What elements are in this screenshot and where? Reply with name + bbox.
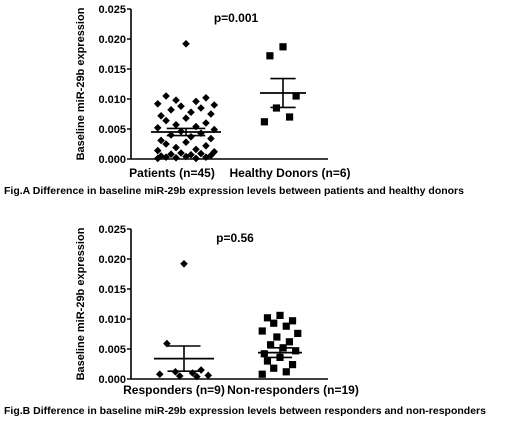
data-point-diamond	[210, 148, 219, 156]
data-point-square	[270, 364, 278, 372]
data-point-square	[260, 118, 269, 126]
y-tick-label: 0.005	[98, 344, 126, 356]
data-point-diamond	[167, 106, 175, 114]
data-point-diamond	[162, 140, 170, 148]
data-point-diamond	[210, 101, 219, 109]
p-value-label: p=0.56	[216, 231, 254, 245]
data-point-diamond	[172, 121, 180, 129]
data-point-square	[266, 52, 274, 60]
data-point-diamond	[155, 370, 164, 378]
data-point-diamond	[172, 96, 180, 104]
x-category-label: Healthy Donors (n=6)	[229, 166, 350, 180]
data-point-diamond	[175, 372, 184, 380]
data-point-diamond	[202, 153, 210, 161]
data-point-diamond	[153, 124, 162, 132]
y-tick-label: 0.005	[98, 124, 126, 136]
data-point-diamond	[162, 116, 170, 125]
y-tick-label: 0.020	[98, 34, 126, 46]
p-value-label: p=0.001	[214, 11, 259, 25]
data-point-diamond	[197, 104, 205, 112]
data-point-square	[288, 317, 297, 325]
y-tick-label: 0.020	[98, 254, 126, 266]
data-point-diamond	[197, 366, 205, 374]
y-tick-label: 0.010	[98, 94, 126, 106]
data-point-diamond	[187, 133, 195, 141]
data-point-diamond	[188, 369, 197, 377]
data-point-diamond	[202, 119, 210, 127]
data-point-square	[282, 322, 290, 330]
data-point-diamond	[180, 260, 188, 268]
data-point-diamond	[202, 142, 210, 150]
data-point-diamond	[204, 371, 213, 380]
y-tick-label: 0.025	[98, 4, 126, 16]
data-point-diamond	[192, 154, 200, 163]
data-point-diamond	[163, 339, 171, 348]
data-point-diamond	[210, 125, 219, 134]
data-point-square	[270, 319, 278, 327]
data-point-square	[292, 92, 300, 100]
data-point-diamond	[187, 108, 195, 116]
data-point-square	[276, 311, 284, 319]
data-point-square	[266, 341, 275, 349]
x-category-label: Patients (n=45)	[129, 166, 215, 180]
data-point-diamond	[197, 149, 205, 158]
data-point-square	[263, 357, 272, 365]
data-point-diamond	[192, 122, 200, 131]
data-point-diamond	[157, 136, 165, 145]
y-axis-label: Baseline miR-29b expression	[75, 7, 87, 160]
data-point-square	[258, 327, 266, 335]
data-point-square	[285, 338, 294, 346]
data-point-diamond	[193, 372, 201, 381]
figure-caption: Fig.A Difference in baseline miR-29b exp…	[4, 185, 464, 197]
figure-caption: Fig.B Difference in baseline miR-29b exp…	[4, 405, 486, 417]
y-tick-label: 0.025	[98, 224, 126, 236]
data-point-square	[292, 347, 300, 355]
data-point-diamond	[172, 143, 180, 152]
data-point-diamond	[177, 149, 185, 157]
y-tick-label: 0.000	[98, 374, 126, 386]
data-point-diamond	[172, 154, 180, 162]
y-tick-label: 0.015	[98, 64, 126, 76]
y-tick-label: 0.000	[98, 154, 126, 166]
data-point-diamond	[207, 134, 215, 143]
data-point-square	[288, 361, 297, 369]
data-point-diamond	[192, 145, 200, 154]
data-point-diamond	[182, 138, 190, 146]
data-point-square	[263, 314, 272, 322]
data-point-diamond	[197, 129, 205, 137]
data-point-diamond	[202, 94, 210, 102]
y-tick-label: 0.010	[98, 314, 126, 326]
data-point-square	[273, 333, 281, 341]
data-point-diamond	[207, 110, 215, 118]
data-point-diamond	[153, 100, 162, 108]
x-category-label: Non-responders (n=19)	[227, 383, 359, 397]
y-axis-label: Baseline miR-29b expression	[75, 227, 87, 380]
data-point-diamond	[177, 102, 185, 110]
data-point-diamond	[182, 40, 190, 48]
data-point-diamond	[153, 146, 162, 155]
data-point-diamond	[162, 92, 170, 100]
y-tick-label: 0.015	[98, 284, 126, 296]
data-point-diamond	[182, 152, 190, 161]
data-point-square	[258, 370, 266, 378]
x-category-label: Responders (n=9)	[123, 383, 225, 397]
data-point-diamond	[187, 151, 195, 159]
data-point-square	[282, 368, 290, 376]
data-point-diamond	[167, 150, 175, 158]
data-point-diamond	[192, 97, 200, 106]
data-point-square	[279, 43, 287, 51]
data-point-diamond	[162, 153, 170, 161]
data-point-diamond	[157, 112, 165, 120]
data-point-square	[285, 113, 294, 121]
data-point-square	[294, 329, 302, 337]
data-point-diamond	[182, 114, 190, 122]
data-point-diamond	[153, 154, 162, 163]
data-point-square	[260, 350, 268, 358]
